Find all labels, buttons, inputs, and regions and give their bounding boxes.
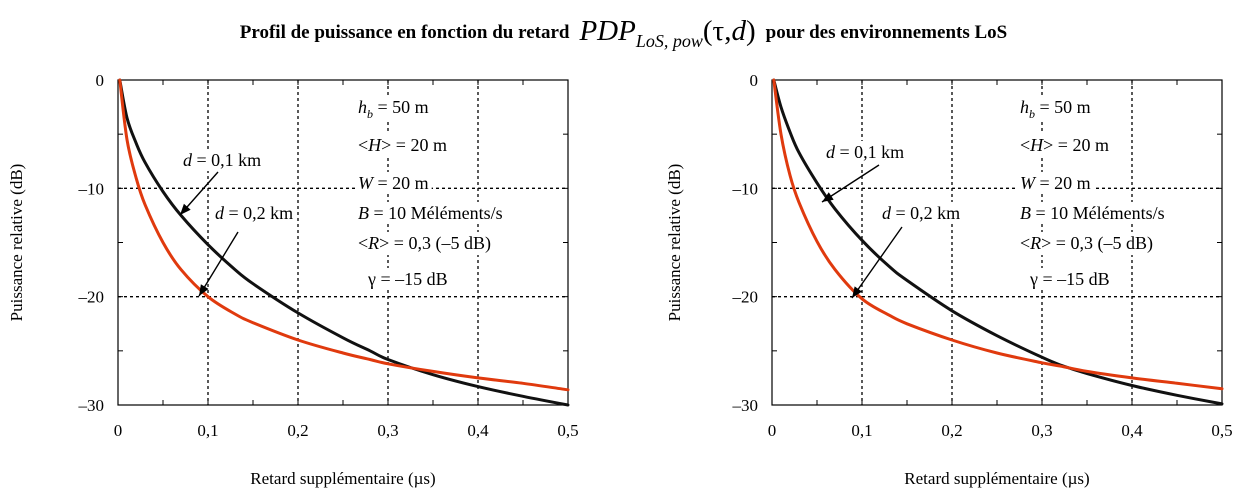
chart-title: Profil de puissance en fonction du retar… — [0, 4, 1247, 62]
parameter-text: γ = –15 dB — [1029, 269, 1110, 289]
series-label-backing — [212, 202, 297, 224]
parameter-annotations: hb = 50 m <H> = 20 m W = 20 m B = 10 Méléme… — [1017, 96, 1168, 290]
parameter-text-backing — [355, 134, 450, 156]
title-subscript: LoS, pow — [635, 30, 703, 51]
parameter-text-backing — [1017, 96, 1094, 122]
parameter-text-backing — [1017, 172, 1094, 194]
y-tick-label: –20 — [78, 288, 105, 307]
parameter-text: <H> = 20 m — [358, 135, 447, 155]
y-tick-label: –10 — [78, 179, 105, 198]
parameter-text-backing — [355, 172, 432, 194]
arrowhead-icon — [852, 286, 863, 298]
x-axis-label: Retard supplémentaire (µs) — [904, 469, 1089, 488]
parameter-text: <R> = 0,3 (–5 dB) — [1020, 233, 1153, 254]
parameter-text-backing — [364, 268, 451, 290]
y-axis-label: Puissance relative (dB) — [665, 164, 684, 322]
x-tick-label: 0,1 — [851, 421, 872, 440]
x-tick-label: 0,2 — [941, 421, 962, 440]
parameter-text-backing — [355, 96, 432, 122]
y-tick-label: –10 — [732, 179, 759, 198]
parameter-text: W = 20 m — [358, 173, 429, 193]
y-tick-label: –30 — [732, 396, 759, 415]
parameter-text-backing — [1017, 134, 1112, 156]
parameter-text: B = 10 Méléments/s — [1020, 203, 1165, 223]
parameter-text: W = 20 m — [1020, 173, 1091, 193]
x-tick-label: 0,2 — [287, 421, 308, 440]
series-label-d-0-2-km: d = 0,2 km — [882, 203, 960, 223]
y-tick-label: –30 — [78, 396, 105, 415]
x-tick-label: 0 — [114, 421, 123, 440]
series-line-d-0-2-km — [772, 78, 1224, 391]
parameter-text: hb = 50 m — [358, 97, 429, 121]
title-symbol: PDP — [579, 14, 636, 47]
arrowhead-icon — [822, 192, 834, 202]
arrow-icon — [821, 164, 880, 203]
series-label-d-0-1-km: d = 0,1 km — [183, 150, 261, 170]
x-tick-label: 0,5 — [1211, 421, 1232, 440]
x-tick-label: 0,5 — [557, 421, 578, 440]
y-tick-label: 0 — [750, 71, 759, 90]
series-label-backing — [879, 202, 964, 224]
x-tick-label: 0,3 — [377, 421, 398, 440]
parameter-text-backing — [1017, 232, 1156, 255]
chart-panel-1: 0 0,1 0,2 0,3 0,4 0,5 0 –10 –20 –30 Retard supplém… — [7, 71, 579, 488]
x-tick-label: 0 — [768, 421, 777, 440]
x-tick-label: 0,4 — [467, 421, 489, 440]
x-tick-label: 0,1 — [197, 421, 218, 440]
y-tick-label: –20 — [732, 288, 759, 307]
parameter-text-backing — [1026, 268, 1113, 290]
arrow-icon — [198, 231, 239, 297]
arrowhead-icon — [199, 284, 209, 296]
series-label-backing — [823, 141, 908, 163]
parameter-text: B = 10 Méléments/s — [358, 203, 503, 223]
series-label-d-0-2-km: d = 0,2 km — [215, 203, 293, 223]
grid — [118, 80, 568, 405]
parameter-text-backing — [1017, 202, 1168, 224]
x-tick-label: 0,4 — [1121, 421, 1143, 440]
parameter-text: <H> = 20 m — [1020, 135, 1109, 155]
title-suffix: pour des environnements LoS — [765, 22, 1008, 43]
plot-frame — [117, 79, 569, 406]
title-comma: , — [724, 14, 732, 47]
x-axis-label: Retard supplémentaire (µs) — [250, 469, 435, 488]
title-paren-open: ( — [702, 14, 713, 47]
arrow-icon — [851, 226, 903, 299]
parameter-text-backing — [355, 202, 506, 224]
y-axis-label: Puissance relative (dB) — [7, 164, 26, 322]
arrowhead-icon — [180, 203, 191, 215]
chart-panel-2: 0 0,1 0,2 0,3 0,4 0,5 0 –10 –20 –30 Retard supplém… — [665, 71, 1233, 488]
title-tau: τ — [712, 14, 725, 47]
x-tick-label: 0,3 — [1031, 421, 1052, 440]
title-paren-close: ) — [745, 14, 756, 47]
parameter-text: γ = –15 dB — [367, 269, 448, 289]
series-line-d-0-1-km — [772, 78, 1224, 406]
parameter-text: hb = 50 m — [1020, 97, 1091, 121]
y-tick-label: 0 — [96, 71, 105, 90]
series-line-d-0-1-km — [118, 78, 570, 407]
series-label-d-0-1-km: d = 0,1 km — [826, 142, 904, 162]
title-formula: PDPLoS, pow(τ,d) — [579, 15, 755, 52]
parameter-text-backing — [355, 232, 494, 255]
parameter-text: <R> = 0,3 (–5 dB) — [358, 233, 491, 254]
title-prefix: Profil de puissance en fonction du retar… — [239, 22, 570, 43]
parameter-annotations: hb = 50 m <H> = 20 m W = 20 m B = 10 Méléme… — [355, 96, 506, 290]
title-d: d — [731, 14, 746, 47]
series-label-backing — [180, 149, 265, 171]
series-line-d-0-2-km — [118, 78, 570, 392]
